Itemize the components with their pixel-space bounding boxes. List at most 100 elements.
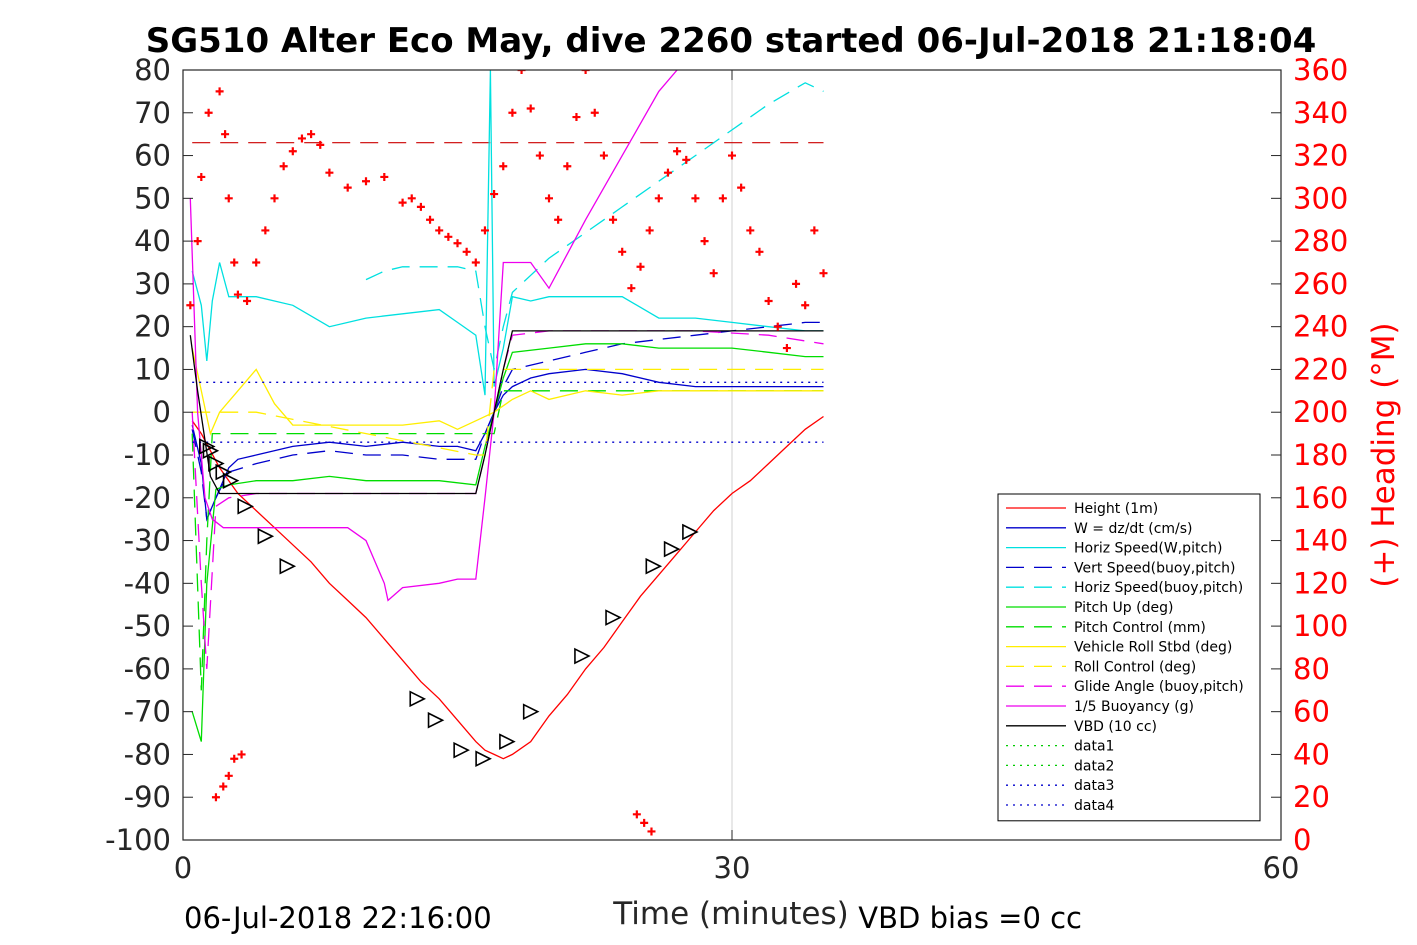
y-tick-label: -90: [124, 780, 171, 814]
y-tick-label: 0: [153, 395, 171, 429]
heading-point: [609, 215, 618, 224]
height-marker: [237, 498, 255, 515]
y-tick-label: 30: [134, 267, 171, 301]
heading-point: [233, 290, 242, 299]
heading-point: [654, 194, 663, 203]
series-line-6: [191, 390, 824, 691]
height-marker: [222, 472, 240, 489]
heading-point: [444, 232, 453, 241]
y-right-tick-label: 120: [1293, 566, 1348, 600]
heading-point: [810, 226, 819, 235]
axes: -100-90-80-70-60-50-40-30-20-10010203040…: [105, 53, 1348, 885]
legend-label: Horiz Speed(buoy,pitch): [1074, 580, 1243, 596]
heading-point: [215, 87, 224, 96]
y-tick-label: 50: [134, 181, 171, 215]
heading-point: [618, 247, 627, 256]
heading-point: [186, 301, 195, 310]
heading-point: [426, 215, 435, 224]
heading-point: [490, 190, 499, 199]
heading-point: [563, 162, 572, 171]
y-axis-right-label: (+) Heading (°M): [1366, 322, 1402, 587]
heading-point: [691, 194, 700, 203]
y-right-tick-label: 300: [1293, 181, 1348, 215]
heading-point: [480, 226, 489, 235]
height-marker: [682, 523, 699, 541]
heading-point: [801, 301, 810, 310]
heading-point: [718, 194, 727, 203]
height-marker: [257, 527, 275, 545]
y-right-tick-label: 20: [1293, 780, 1330, 814]
height-marker: [574, 647, 591, 665]
heading-point: [728, 151, 736, 160]
legend-label: Glide Angle (buoy,pitch): [1074, 679, 1244, 695]
heading-point: [782, 344, 791, 353]
y-tick-label: -40: [124, 566, 171, 600]
heading-point: [230, 258, 239, 267]
legend-label: VBD (10 cc): [1074, 719, 1157, 735]
heading-point: [526, 104, 535, 113]
legend-label: data2: [1074, 758, 1114, 774]
legend-label: data4: [1074, 798, 1115, 814]
heading-point: [211, 793, 220, 802]
heading-point: [316, 140, 325, 149]
heading-point: [407, 194, 416, 203]
legend-label: 1/5 Buoyancy (g): [1074, 699, 1194, 715]
heading-point: [453, 239, 462, 248]
y-right-tick-label: 40: [1293, 737, 1330, 771]
heading-point: [325, 168, 334, 177]
y-tick-label: 60: [134, 139, 171, 173]
heading-point: [221, 130, 230, 139]
heading-point: [398, 198, 407, 207]
legend-label: Pitch Up (deg): [1074, 600, 1173, 616]
y-tick-label: -80: [124, 737, 171, 771]
series-line-11: [189, 330, 824, 495]
heading-point: [581, 70, 590, 74]
heading-point: [471, 258, 480, 267]
series-line-8: [192, 368, 824, 456]
heading-point: [261, 226, 270, 235]
y-right-tick-label: 340: [1293, 96, 1348, 130]
heading-point: [682, 155, 691, 164]
heading-point: [252, 258, 261, 267]
footer-timestamp: 06-Jul-2018 22:16:00: [184, 901, 492, 935]
height-marker: [499, 733, 516, 750]
height-marker: [645, 557, 663, 575]
series-line-10: [189, 70, 678, 602]
legend-label: data3: [1074, 778, 1114, 794]
heading-point: [343, 183, 352, 192]
height-marker: [522, 703, 540, 720]
legend-label: Vert Speed(buoy,pitch): [1074, 560, 1236, 576]
y-right-tick-label: 180: [1293, 438, 1348, 472]
y-tick-label: -100: [105, 823, 171, 857]
heading-point: [362, 177, 370, 186]
heading-point: [773, 322, 782, 331]
height-marker: [427, 711, 445, 729]
height-marker: [475, 750, 492, 768]
legend-label: Horiz Speed(W,pitch): [1074, 541, 1222, 557]
heading-point: [647, 827, 656, 836]
heading-point: [764, 297, 773, 305]
legend-label: Height (1m): [1074, 501, 1158, 517]
heading-point: [673, 147, 682, 156]
heading-point: [746, 226, 755, 235]
heading-point: [499, 162, 508, 171]
heading-point: [243, 297, 252, 305]
heading-point: [508, 108, 517, 117]
x-axis-label: Time (minutes): [612, 896, 848, 932]
height-marker: [202, 442, 220, 460]
heading-point: [204, 108, 213, 117]
heading-point: [224, 771, 233, 780]
y-right-tick-label: 80: [1293, 652, 1330, 686]
height-marker: [198, 438, 216, 455]
series-line-2: [191, 70, 824, 396]
heading-point: [219, 782, 228, 791]
heading-point: [645, 226, 654, 235]
heading-point: [288, 147, 297, 156]
y-tick-label: -10: [124, 438, 171, 472]
heading-point: [636, 262, 645, 271]
legend: Height (1m) W = dz/dt (cm/s) Horiz Speed(W…: [997, 493, 1261, 822]
heading-point: [197, 172, 206, 181]
heading-point: [435, 226, 444, 235]
heading-point: [297, 134, 306, 143]
x-tick-label: 60: [1263, 851, 1300, 885]
